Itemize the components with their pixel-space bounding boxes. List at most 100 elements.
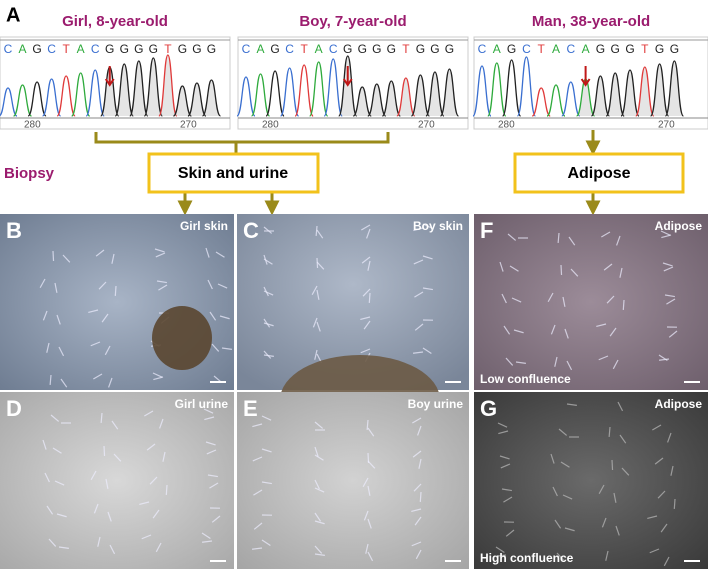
cell (156, 280, 167, 284)
base-letter: G (625, 42, 634, 56)
base-letter: T (641, 42, 649, 56)
cell (263, 254, 268, 265)
cell (314, 553, 325, 556)
cell (617, 401, 624, 412)
cell (367, 518, 372, 529)
cell (209, 311, 217, 321)
cell (144, 410, 154, 417)
cell (201, 532, 211, 539)
base-letter: C (242, 42, 251, 56)
cell (52, 447, 62, 454)
cell (207, 279, 213, 290)
peak (56, 75, 76, 117)
cell (670, 465, 674, 476)
position: 270 (658, 120, 675, 131)
cell (203, 408, 214, 414)
cell (316, 261, 325, 270)
peak (352, 86, 372, 117)
cell (316, 257, 319, 269)
cell (362, 288, 371, 297)
cell (205, 441, 216, 446)
base-letter: G (358, 42, 367, 56)
cell (662, 262, 673, 267)
cell (495, 546, 505, 553)
cell (412, 417, 422, 424)
cell (566, 403, 577, 406)
base-letter: T (300, 42, 308, 56)
cell (418, 458, 422, 469)
peak (561, 81, 581, 117)
cell (263, 322, 274, 327)
base-letter: G (445, 42, 454, 56)
cell (615, 525, 620, 536)
cell (88, 309, 99, 314)
cell (314, 446, 319, 457)
cell (360, 316, 371, 321)
base-letter: T (402, 42, 410, 56)
cell (608, 426, 611, 438)
cell (111, 420, 119, 430)
cell (97, 536, 101, 547)
peak (12, 84, 33, 117)
biopsy-label: Biopsy (4, 165, 55, 182)
cell (49, 374, 52, 386)
cell (660, 230, 671, 236)
panel-label: E (243, 396, 258, 421)
cell (217, 283, 228, 289)
position: 280 (498, 120, 515, 131)
cell (657, 490, 666, 499)
cell (367, 485, 371, 496)
cell (612, 359, 619, 370)
peak (85, 69, 105, 117)
peak (129, 60, 149, 117)
cell (668, 330, 678, 338)
cell (261, 481, 272, 485)
peak (236, 76, 256, 117)
cell (603, 263, 613, 271)
panel-caption: Girl skin (180, 219, 228, 233)
panel-label: D (6, 396, 22, 421)
cell (557, 232, 560, 244)
cell (660, 523, 668, 533)
cell (367, 551, 374, 562)
base-letter: T (62, 42, 70, 56)
cell (60, 378, 68, 388)
cell (366, 228, 371, 239)
cell (503, 325, 511, 335)
cell (316, 289, 320, 300)
cell (554, 519, 562, 529)
cell (42, 310, 48, 321)
cell (253, 489, 263, 496)
tissue (152, 306, 212, 370)
cell (560, 264, 563, 276)
trace-panel (473, 36, 708, 130)
position: 270 (418, 120, 435, 131)
cell (658, 354, 668, 361)
base-letter: C (4, 42, 13, 56)
cell (42, 439, 47, 450)
cell (411, 508, 422, 513)
cell (202, 540, 213, 543)
peak (472, 65, 492, 117)
cell (605, 550, 609, 561)
cell (48, 538, 57, 547)
cell (316, 229, 324, 239)
base-letter: T (164, 42, 172, 56)
cell (56, 513, 67, 518)
cell (505, 529, 515, 537)
cell (95, 249, 105, 257)
cell (211, 343, 220, 352)
cell (596, 323, 607, 328)
cell (566, 360, 573, 371)
panel-label: C (243, 218, 259, 243)
cell (162, 451, 166, 462)
cell (211, 515, 221, 523)
cell (50, 414, 60, 422)
cell (564, 527, 575, 532)
cell (622, 299, 625, 311)
cell (499, 261, 504, 272)
panel-label: F (480, 218, 493, 243)
cell (108, 377, 113, 388)
peak (381, 80, 401, 117)
